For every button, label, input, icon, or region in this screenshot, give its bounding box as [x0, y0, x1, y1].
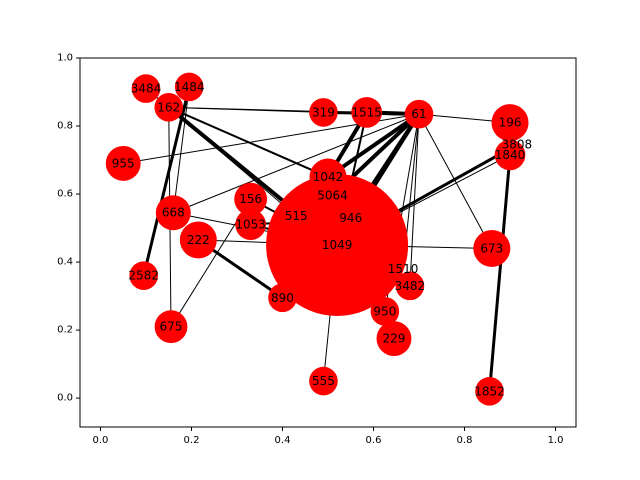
node-1042	[309, 158, 347, 196]
node-555	[309, 366, 338, 396]
edge-1484-668	[172, 86, 190, 213]
node-label-1042: 1042	[313, 170, 344, 184]
node-label-1852: 1852	[474, 384, 505, 398]
node-label-668: 668	[162, 206, 185, 220]
y-tick-label: 0.8	[57, 121, 73, 132]
node-222	[179, 221, 217, 259]
node-955	[105, 145, 141, 181]
node-label-2582: 2582	[128, 269, 159, 283]
node-950	[370, 297, 400, 326]
node-label-5064: 5064	[317, 189, 348, 203]
y-tick-label: 1.0	[57, 53, 73, 64]
y-axis: 0.0 0.2 0.4 0.6 0.8 1.0	[57, 53, 80, 404]
node-label-946: 946	[339, 211, 362, 225]
node-label-890: 890	[271, 291, 294, 305]
node-label-673: 673	[480, 241, 503, 255]
node-1840	[494, 139, 526, 171]
node-label-229: 229	[383, 332, 406, 346]
node-label-3484: 3484	[131, 82, 162, 96]
node-162	[154, 93, 184, 122]
node-label-1053: 1053	[235, 218, 266, 232]
y-tick-label: 0.0	[57, 393, 73, 404]
x-tick-label: 0.6	[366, 435, 382, 446]
node-890	[268, 283, 297, 313]
edge-61-673	[418, 113, 493, 249]
node-319	[309, 98, 338, 127]
y-tick-label: 0.6	[57, 189, 73, 200]
node-1852	[475, 376, 504, 406]
node-label-3808: 3808	[502, 138, 533, 152]
node-1484	[174, 72, 204, 102]
node-196	[491, 104, 529, 142]
node-675	[154, 310, 188, 344]
edge-162-319	[168, 106, 324, 113]
edge-162-515	[168, 106, 297, 217]
node-label-555: 555	[312, 374, 335, 388]
node-label-222: 222	[187, 233, 210, 247]
x-tick-label: 0.8	[457, 435, 473, 446]
edge-1840-1852	[488, 154, 512, 392]
node-label-1840: 1840	[495, 148, 526, 162]
node-229	[376, 321, 412, 357]
node-668	[155, 195, 191, 231]
node-label-3482: 3482	[395, 279, 426, 293]
node-2582	[129, 261, 159, 290]
node-label-61: 61	[411, 107, 426, 121]
node-1515	[351, 97, 383, 128]
node-3482	[395, 271, 425, 301]
node-673	[473, 229, 511, 267]
node-label-675: 675	[160, 320, 183, 334]
x-tick-label: 0.0	[93, 435, 109, 446]
node-label-950: 950	[373, 304, 396, 318]
node-label-156: 156	[239, 192, 262, 206]
node-1049	[266, 174, 409, 317]
node-label-1484: 1484	[174, 80, 205, 94]
edge-61-3482	[409, 114, 420, 286]
node-61	[404, 99, 434, 129]
node-1053	[235, 209, 266, 240]
x-axis: 0.0 0.2 0.4 0.6 0.8 1.0	[93, 427, 564, 446]
x-tick-label: 0.2	[184, 435, 200, 446]
node-label-1049: 1049	[322, 238, 353, 252]
node-label-515: 515	[285, 209, 308, 223]
y-tick-label: 0.4	[57, 257, 73, 268]
node-156	[234, 182, 268, 216]
edge-1484-2582	[142, 86, 191, 277]
node-3484	[131, 74, 161, 103]
node-label-196: 196	[499, 116, 522, 130]
node-label-319: 319	[312, 105, 335, 119]
node-label-162: 162	[157, 100, 180, 114]
edge-162-1042	[168, 106, 329, 178]
x-tick-label: 0.4	[275, 435, 291, 446]
y-tick-label: 0.2	[57, 325, 73, 336]
x-tick-label: 1.0	[548, 435, 564, 446]
node-label-955: 955	[112, 156, 135, 170]
plot-frame	[79, 57, 577, 428]
node-label-1515: 1515	[351, 105, 382, 119]
node-label-1510: 1510	[388, 262, 419, 276]
nodes-layer	[105, 72, 529, 406]
